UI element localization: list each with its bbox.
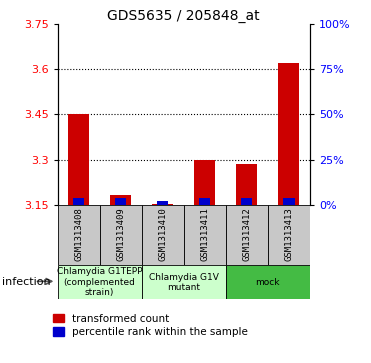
Bar	[73, 197, 84, 205]
Text: GSM1313408: GSM1313408	[74, 208, 83, 261]
Text: Chlamydia G1V
mutant: Chlamydia G1V mutant	[149, 273, 219, 292]
Bar	[152, 204, 173, 205]
Bar	[142, 265, 226, 299]
Text: GSM1313413: GSM1313413	[284, 208, 293, 261]
Bar	[110, 195, 131, 205]
Text: Chlamydia G1TEPP
(complemented
strain): Chlamydia G1TEPP (complemented strain)	[57, 267, 142, 297]
Legend: transformed count, percentile rank within the sample: transformed count, percentile rank withi…	[53, 314, 248, 337]
Bar	[99, 205, 142, 265]
Bar	[142, 205, 184, 265]
Text: mock: mock	[256, 278, 280, 287]
Text: GSM1313409: GSM1313409	[116, 208, 125, 261]
Bar	[199, 197, 210, 205]
Bar	[58, 265, 142, 299]
Text: GSM1313412: GSM1313412	[242, 208, 251, 261]
Bar	[68, 114, 89, 205]
Bar	[241, 197, 253, 205]
Bar	[283, 197, 295, 205]
Bar	[184, 205, 226, 265]
Bar	[157, 201, 168, 205]
Text: GSM1313410: GSM1313410	[158, 208, 167, 261]
Bar	[58, 205, 99, 265]
Bar	[194, 160, 215, 205]
Bar	[226, 205, 268, 265]
Bar	[268, 205, 310, 265]
Text: infection: infection	[2, 277, 50, 287]
Text: GSM1313411: GSM1313411	[200, 208, 209, 261]
Bar	[226, 265, 310, 299]
Bar	[278, 63, 299, 205]
Bar	[236, 164, 257, 205]
Title: GDS5635 / 205848_at: GDS5635 / 205848_at	[107, 9, 260, 23]
Bar	[115, 197, 127, 205]
